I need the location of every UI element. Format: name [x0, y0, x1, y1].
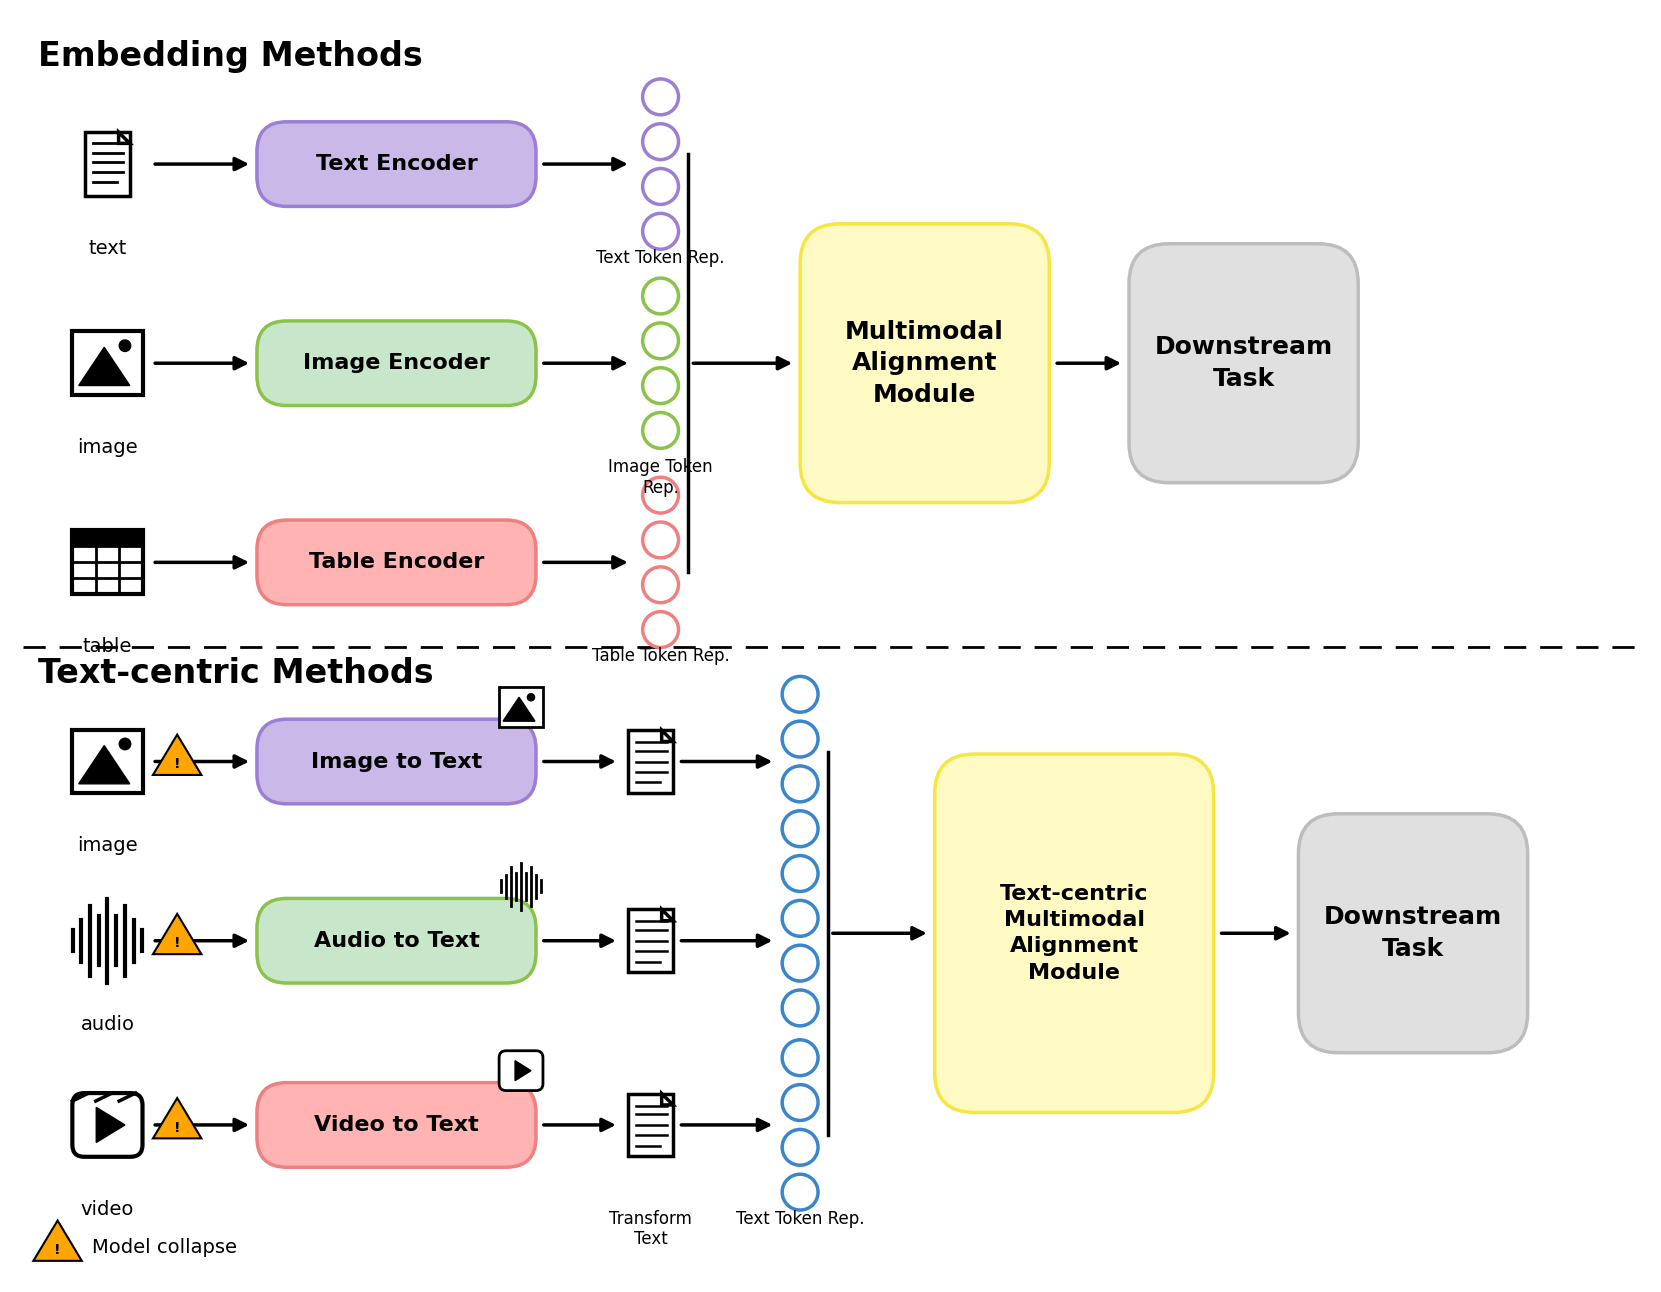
- Circle shape: [643, 368, 678, 403]
- Text: !: !: [174, 757, 181, 771]
- Text: Text Token Rep.: Text Token Rep.: [736, 1209, 864, 1227]
- FancyBboxPatch shape: [257, 121, 537, 207]
- Circle shape: [643, 124, 678, 160]
- Circle shape: [643, 278, 678, 314]
- FancyBboxPatch shape: [73, 531, 143, 594]
- FancyBboxPatch shape: [1129, 244, 1359, 483]
- Text: audio: audio: [80, 1016, 135, 1035]
- Polygon shape: [661, 910, 673, 921]
- Circle shape: [643, 611, 678, 647]
- Text: !: !: [174, 937, 181, 951]
- FancyBboxPatch shape: [498, 687, 543, 727]
- Polygon shape: [33, 1221, 81, 1261]
- Circle shape: [782, 1084, 817, 1120]
- Polygon shape: [96, 1107, 125, 1142]
- Polygon shape: [153, 1098, 201, 1138]
- FancyBboxPatch shape: [73, 531, 143, 547]
- FancyBboxPatch shape: [73, 331, 143, 395]
- FancyBboxPatch shape: [935, 755, 1214, 1112]
- Text: Transform
Text: Transform Text: [610, 1209, 693, 1248]
- Circle shape: [643, 168, 678, 204]
- Text: Table Encoder: Table Encoder: [309, 553, 483, 572]
- Text: Image Encoder: Image Encoder: [302, 353, 490, 373]
- FancyBboxPatch shape: [628, 1093, 673, 1156]
- Text: Text-centric
Multimodal
Alignment
Module: Text-centric Multimodal Alignment Module: [1000, 884, 1148, 983]
- Circle shape: [782, 901, 817, 937]
- Text: Multimodal
Alignment
Module: Multimodal Alignment Module: [845, 319, 1005, 407]
- Text: !: !: [55, 1243, 61, 1257]
- Polygon shape: [78, 745, 130, 784]
- Text: Model collapse: Model collapse: [93, 1238, 238, 1257]
- Text: video: video: [81, 1199, 135, 1218]
- Circle shape: [643, 477, 678, 513]
- Polygon shape: [118, 132, 130, 143]
- Text: Image Token
Rep.: Image Token Rep.: [608, 457, 713, 496]
- Circle shape: [643, 213, 678, 249]
- Polygon shape: [153, 913, 201, 955]
- Text: Table Token Rep.: Table Token Rep.: [591, 647, 729, 665]
- Circle shape: [782, 855, 817, 891]
- FancyBboxPatch shape: [801, 224, 1050, 503]
- Polygon shape: [515, 1061, 532, 1080]
- FancyBboxPatch shape: [257, 720, 537, 804]
- Circle shape: [782, 1174, 817, 1211]
- Text: Embedding Methods: Embedding Methods: [38, 40, 422, 72]
- FancyBboxPatch shape: [73, 1093, 143, 1156]
- FancyBboxPatch shape: [257, 320, 537, 406]
- Circle shape: [643, 323, 678, 359]
- FancyBboxPatch shape: [85, 132, 130, 196]
- FancyBboxPatch shape: [1299, 814, 1528, 1053]
- Circle shape: [643, 412, 678, 448]
- Text: Text-centric Methods: Text-centric Methods: [38, 656, 434, 690]
- Circle shape: [120, 738, 131, 749]
- FancyBboxPatch shape: [628, 730, 673, 793]
- Text: Downstream
Task: Downstream Task: [1154, 336, 1332, 391]
- Circle shape: [782, 811, 817, 846]
- Text: image: image: [76, 438, 138, 457]
- Circle shape: [782, 1129, 817, 1165]
- Text: Image to Text: Image to Text: [311, 752, 482, 771]
- Polygon shape: [661, 730, 673, 742]
- Circle shape: [782, 766, 817, 802]
- Text: image: image: [76, 836, 138, 855]
- Text: table: table: [83, 637, 133, 656]
- Text: Text Token Rep.: Text Token Rep.: [596, 249, 724, 266]
- FancyBboxPatch shape: [257, 521, 537, 605]
- Circle shape: [643, 522, 678, 558]
- Circle shape: [782, 990, 817, 1026]
- Circle shape: [120, 340, 131, 351]
- FancyBboxPatch shape: [628, 910, 673, 972]
- FancyBboxPatch shape: [257, 898, 537, 983]
- Text: Video to Text: Video to Text: [314, 1115, 478, 1134]
- FancyBboxPatch shape: [257, 1083, 537, 1167]
- Text: Downstream
Task: Downstream Task: [1324, 906, 1502, 961]
- Circle shape: [782, 721, 817, 757]
- Circle shape: [782, 1040, 817, 1076]
- Polygon shape: [78, 348, 130, 385]
- Circle shape: [643, 79, 678, 115]
- Polygon shape: [153, 735, 201, 775]
- FancyBboxPatch shape: [498, 1050, 543, 1090]
- Circle shape: [643, 567, 678, 602]
- Polygon shape: [661, 1093, 673, 1105]
- Text: Audio to Text: Audio to Text: [314, 930, 480, 951]
- Text: !: !: [174, 1120, 181, 1134]
- Circle shape: [528, 694, 535, 700]
- Circle shape: [782, 946, 817, 981]
- Circle shape: [782, 677, 817, 712]
- FancyBboxPatch shape: [73, 730, 143, 793]
- Text: Text Encoder: Text Encoder: [316, 154, 477, 174]
- Text: text: text: [88, 239, 126, 258]
- Polygon shape: [503, 698, 535, 721]
